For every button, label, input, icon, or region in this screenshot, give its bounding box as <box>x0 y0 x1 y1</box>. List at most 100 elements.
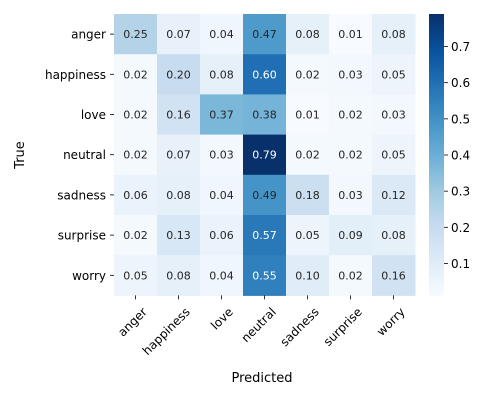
heatmap-cell <box>372 174 416 216</box>
cell-value-label: 0.55 <box>252 269 277 282</box>
heatmap-cell <box>157 174 201 216</box>
heatmap-cell <box>200 174 244 216</box>
heatmap-cell <box>114 54 158 95</box>
heatmap-cell <box>329 255 373 296</box>
cell-value-label: 0.38 <box>252 109 277 122</box>
cell-value-label: 0.02 <box>338 149 363 162</box>
heatmap-cell <box>157 54 201 95</box>
heatmap-cell <box>286 134 330 176</box>
heatmap-cell <box>372 14 416 55</box>
colorbar-tick-label: 0.5 <box>451 112 470 126</box>
colorbar-tick-label: 0.1 <box>451 257 470 271</box>
cell-value-label: 0.79 <box>252 149 277 162</box>
cell-value-label: 0.60 <box>252 68 277 81</box>
cell-value-label: 0.04 <box>209 189 234 202</box>
cell-value-label: 0.07 <box>166 28 191 41</box>
heatmap-cells: 0.25 0.07 0.04 0.47 0.08 0.01 0.08 0.02 0.20 0.08… <box>114 14 416 296</box>
heatmap-cell <box>243 94 287 136</box>
heatmap-cell <box>200 215 244 256</box>
cell-value-label: 0.47 <box>252 28 277 41</box>
cell-value-label: 0.08 <box>166 269 191 282</box>
y-tick-label: neutral <box>63 148 106 162</box>
heatmap-cell <box>200 134 244 176</box>
cell-value-label: 0.08 <box>381 229 406 242</box>
heatmap-cell <box>114 14 158 55</box>
heatmap-cell <box>329 14 373 55</box>
y-tick-label: surprise <box>58 229 106 243</box>
heatmap-cell <box>286 255 330 296</box>
cell-value-label: 0.03 <box>381 109 406 122</box>
cell-value-label: 0.18 <box>295 189 320 202</box>
cell-value-label: 0.05 <box>123 269 148 282</box>
y-tick-label: love <box>81 108 106 122</box>
cell-value-label: 0.02 <box>338 109 363 122</box>
cell-value-label: 0.02 <box>295 68 320 81</box>
heatmap-cell <box>329 174 373 216</box>
heatmap-cell <box>329 134 373 176</box>
heatmap-cell <box>286 174 330 216</box>
heatmap-cell <box>243 14 287 55</box>
heatmap-cell <box>372 134 416 176</box>
x-tick-label: neutral <box>239 305 279 345</box>
cell-value-label: 0.37 <box>209 109 234 122</box>
cell-value-label: 0.04 <box>209 28 234 41</box>
heatmap-cell <box>114 255 158 296</box>
heatmap-cell <box>329 54 373 95</box>
cell-value-label: 0.02 <box>295 149 320 162</box>
colorbar <box>429 14 444 296</box>
heatmap-cell <box>243 54 287 95</box>
colorbar-tick-label: 0.2 <box>451 221 470 235</box>
cell-value-label: 0.16 <box>381 269 406 282</box>
cell-value-label: 0.05 <box>381 149 406 162</box>
heatmap-cell <box>200 14 244 55</box>
x-tick-label: worry <box>374 305 408 339</box>
y-tick-label: anger <box>71 28 106 42</box>
cell-value-label: 0.09 <box>338 229 363 242</box>
colorbar-ticks: 0.1 0.2 0.3 0.4 0.5 0.6 0.7 <box>444 40 470 271</box>
x-tick-label: love <box>208 305 236 333</box>
cell-value-label: 0.20 <box>166 68 191 81</box>
x-tick-label: sadness <box>277 305 321 349</box>
cell-value-label: 0.01 <box>338 28 363 41</box>
cell-value-label: 0.06 <box>123 189 148 202</box>
heatmap-cell <box>243 215 287 256</box>
heatmap-cell <box>157 134 201 176</box>
y-tick-labels: anger happiness love neutral sadness surprise… <box>45 28 114 283</box>
cell-value-label: 0.03 <box>338 68 363 81</box>
cell-value-label: 0.04 <box>209 269 234 282</box>
cell-value-label: 0.08 <box>295 28 320 41</box>
y-tick-label: worry <box>72 269 106 283</box>
heatmap-cell <box>200 255 244 296</box>
heatmap-cell <box>243 174 287 216</box>
heatmap-cell <box>114 174 158 216</box>
heatmap-cell <box>114 134 158 176</box>
cell-value-label: 0.25 <box>123 28 148 41</box>
cell-value-label: 0.02 <box>123 149 148 162</box>
heatmap-cell <box>286 215 330 256</box>
cell-value-label: 0.16 <box>166 109 191 122</box>
colorbar-tick-label: 0.7 <box>451 40 470 54</box>
heatmap-cell <box>372 215 416 256</box>
heatmap-cell <box>157 215 201 256</box>
heatmap-cell <box>157 14 201 55</box>
heatmap-cell <box>329 94 373 136</box>
cell-value-label: 0.02 <box>123 229 148 242</box>
x-axis-label: Predicted <box>231 371 292 386</box>
cell-value-label: 0.12 <box>381 189 406 202</box>
cell-value-label: 0.57 <box>252 229 277 242</box>
heatmap-cell <box>243 134 287 176</box>
heatmap-cell <box>286 14 330 55</box>
cell-value-label: 0.03 <box>209 149 234 162</box>
cell-value-label: 0.05 <box>295 229 320 242</box>
colorbar-tick-label: 0.4 <box>451 149 470 163</box>
heatmap-cell <box>200 94 244 136</box>
cell-value-label: 0.08 <box>166 189 191 202</box>
cell-value-label: 0.49 <box>252 189 277 202</box>
cell-value-label: 0.02 <box>123 68 148 81</box>
heatmap-cell <box>200 54 244 95</box>
cell-value-label: 0.07 <box>166 149 191 162</box>
heatmap-cell <box>286 94 330 136</box>
cell-value-label: 0.06 <box>209 229 234 242</box>
